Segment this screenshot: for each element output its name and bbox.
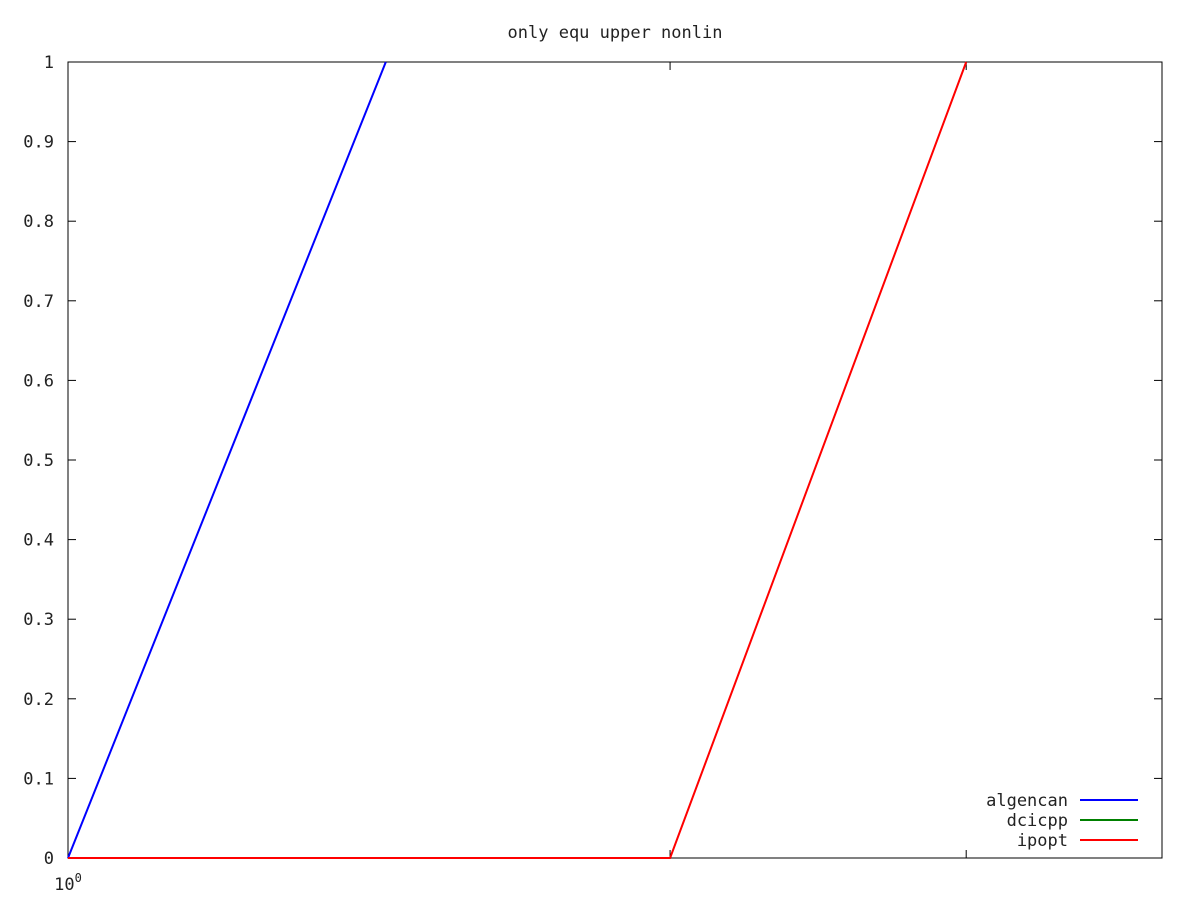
- y-tick-label: 1: [44, 53, 54, 73]
- y-tick-label: 0: [44, 849, 54, 869]
- legend-label-dcicpp: dcicpp: [1007, 811, 1068, 831]
- x-tick-label: 100: [54, 871, 82, 895]
- plot-frame: [67, 61, 1163, 859]
- series-layer: [67, 61, 968, 859]
- y-tick-label: 0.2: [23, 690, 54, 710]
- y-axis: 0 0.1 0.2 0.3 0.4 0.5 0.6 0.7 0.8 0.9 1: [23, 53, 1162, 869]
- legend-label-algencan: algencan: [986, 791, 1068, 811]
- y-tick-label: 0.4: [23, 531, 54, 551]
- y-tick-label: 0.9: [23, 133, 54, 153]
- y-tick-label: 0.8: [23, 212, 54, 232]
- chart-title: only equ upper nonlin: [508, 23, 723, 43]
- y-tick-label: 0.5: [23, 451, 54, 471]
- legend-label-ipopt: ipopt: [1017, 831, 1068, 851]
- series-line-ipopt: [68, 61, 968, 859]
- y-tick-label: 0.7: [23, 292, 54, 312]
- y-tick-label: 0.3: [23, 610, 54, 630]
- series-line-algencan: [67, 61, 387, 859]
- y-tick-label: 0.1: [23, 769, 54, 789]
- x-axis: 100: [54, 62, 967, 895]
- y-tick-label: 0.6: [23, 371, 54, 391]
